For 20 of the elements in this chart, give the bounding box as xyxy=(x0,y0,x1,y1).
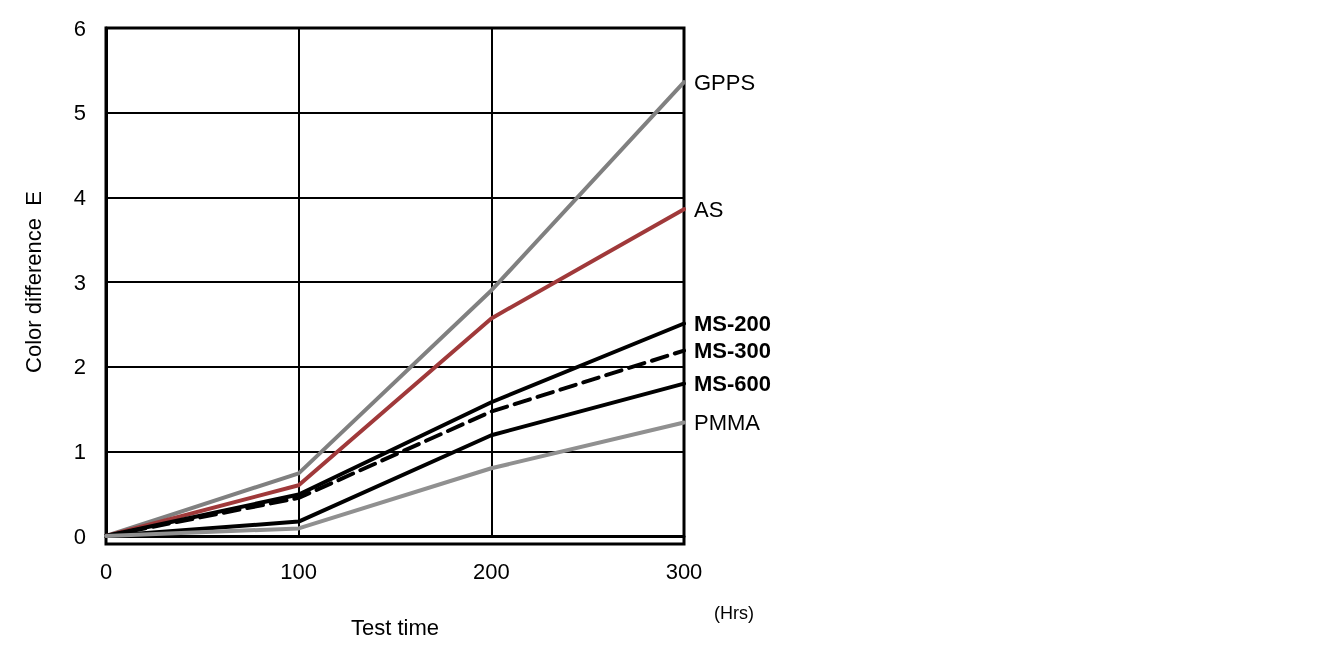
series-label: MS-300 xyxy=(694,338,772,364)
series-label: PMMA xyxy=(694,410,761,436)
y-tick-label: 3 xyxy=(73,269,86,295)
series-label: AS xyxy=(694,196,724,222)
x-tick-label: 300 xyxy=(665,558,703,584)
series-label: MS-600 xyxy=(694,371,772,397)
text: (Hrs) xyxy=(714,603,754,623)
series-label: GPPS xyxy=(694,69,756,95)
x-tick-label: 0 xyxy=(99,558,113,584)
y-axis-title: Color difference E xyxy=(20,191,46,373)
y-tick-label: 4 xyxy=(73,184,86,210)
y-tick-label: 0 xyxy=(73,523,86,549)
x-axis-title: Test time xyxy=(350,614,440,640)
y-tick-label: 2 xyxy=(73,354,86,380)
y-tick-label: 1 xyxy=(73,438,86,464)
x-tick-label: 100 xyxy=(280,558,318,584)
series-label: MS-200 xyxy=(694,310,772,336)
y-tick-label: 5 xyxy=(73,100,86,126)
y-tick-label: 6 xyxy=(73,15,86,41)
x-tick-label: 200 xyxy=(472,558,510,584)
